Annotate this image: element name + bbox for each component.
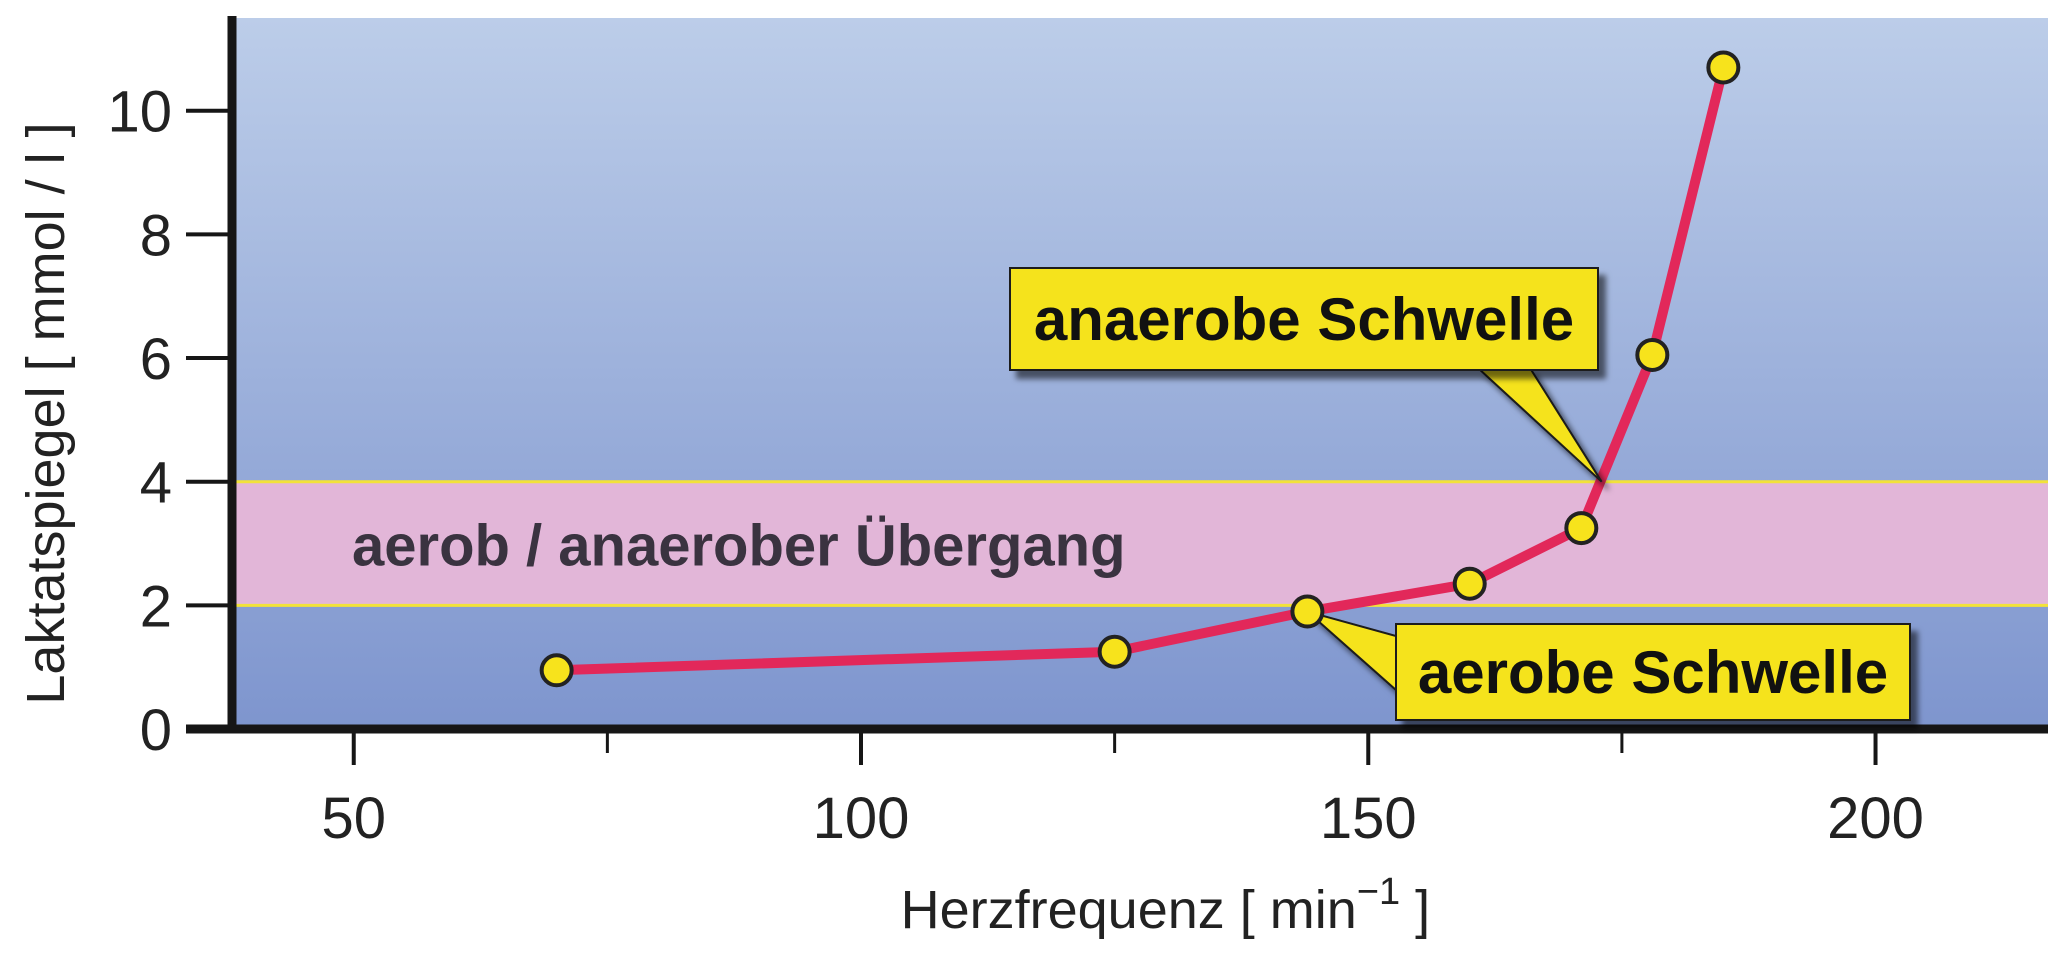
axis-titles: Herzfrequenz [ min−1 ] Laktatspiegel [ m… xyxy=(16,122,1430,940)
x-axis-title-main: Herzfrequenz [ min xyxy=(901,880,1357,940)
x-axis-title-end: ] xyxy=(1400,880,1430,940)
plot-area: aerob / anaerober Übergang xyxy=(232,18,2048,729)
callout-label: anaerobe Schwelle xyxy=(1034,286,1574,353)
y-tick-label: 6 xyxy=(140,327,172,392)
data-point-marker xyxy=(1564,511,1599,546)
callout-aerobe-schwelle: aerobe Schwelle xyxy=(1306,610,1911,721)
x-axis-title-exponent: −1 xyxy=(1357,871,1400,913)
y-tick-label: 8 xyxy=(140,203,172,268)
y-tick-label: 2 xyxy=(140,574,172,639)
y-tick-label: 10 xyxy=(107,80,172,145)
x-tick-label: 50 xyxy=(321,786,386,851)
data-point-marker xyxy=(1097,634,1132,669)
data-point-marker xyxy=(539,653,574,688)
plot-background xyxy=(232,18,2048,729)
y-tick-label: 4 xyxy=(140,451,172,516)
axes: 0 2 4 6 8 10 50 100 150 200 xyxy=(107,16,2048,851)
transition-band xyxy=(232,481,2048,606)
callout-label: aerobe Schwelle xyxy=(1418,639,1888,706)
x-axis-title: Herzfrequenz [ min−1 ] xyxy=(901,871,1431,940)
callout-box xyxy=(1395,623,1911,721)
callout-anaerobe-schwelle: anaerobe Schwelle xyxy=(1009,267,1603,483)
data-point-marker xyxy=(1635,337,1670,372)
data-point-marker xyxy=(1706,50,1741,85)
y-axis-title: Laktatspiegel [ mmol / l ] xyxy=(16,122,76,704)
data-point-marker xyxy=(1452,566,1487,601)
data-point-marker xyxy=(1290,594,1325,629)
callout-box xyxy=(1009,267,1599,371)
band-label: aerob / anaerober Übergang xyxy=(352,514,1126,579)
x-tick-label: 200 xyxy=(1827,786,1924,851)
callouts: anaerobe Schwelle aerobe Schwelle xyxy=(1009,267,1911,721)
data-markers xyxy=(539,50,1741,688)
x-tick-label: 150 xyxy=(1320,786,1417,851)
y-tick-label: 0 xyxy=(140,698,172,763)
x-tick-label: 100 xyxy=(813,786,910,851)
